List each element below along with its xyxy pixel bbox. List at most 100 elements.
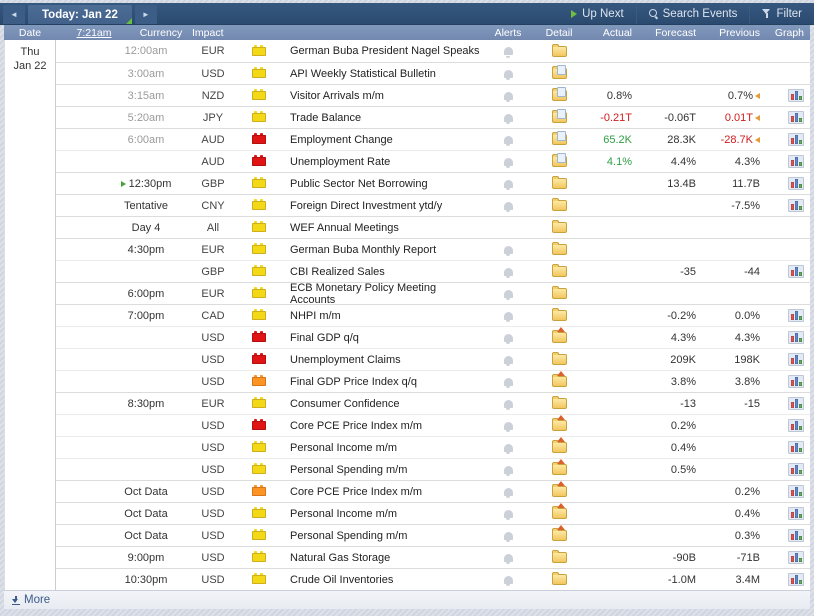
event-row[interactable]: Oct Data USD Personal Spending m/m 0.3% bbox=[56, 524, 810, 546]
event-row[interactable]: Day 4 All WEF Annual Meetings bbox=[56, 216, 810, 238]
folder-detail-icon[interactable] bbox=[551, 327, 567, 343]
event-row[interactable]: 4:30pm EUR German Buba Monthly Report bbox=[56, 238, 810, 260]
graph-icon[interactable] bbox=[788, 485, 804, 498]
graph-icon[interactable] bbox=[788, 199, 804, 212]
graph-icon[interactable] bbox=[788, 397, 804, 410]
event-row[interactable]: Oct Data USD Personal Income m/m 0.4% bbox=[56, 502, 810, 524]
bell-icon[interactable] bbox=[503, 487, 513, 498]
bell-icon[interactable] bbox=[503, 377, 513, 388]
folder-detail-icon[interactable] bbox=[551, 153, 567, 167]
folder-detail-icon[interactable] bbox=[551, 396, 567, 409]
bell-icon[interactable] bbox=[503, 113, 513, 124]
graph-icon[interactable] bbox=[788, 111, 804, 124]
bell-icon[interactable] bbox=[503, 157, 513, 168]
event-row[interactable]: 5:20am JPY Trade Balance -0.21T -0.06T 0… bbox=[56, 106, 810, 128]
event-row[interactable]: USD Unemployment Claims 209K 198K bbox=[56, 348, 810, 370]
event-row[interactable]: 3:15am NZD Visitor Arrivals m/m 0.8% 0.7… bbox=[56, 84, 810, 106]
folder-detail-icon[interactable] bbox=[551, 503, 567, 519]
folder-detail-icon[interactable] bbox=[551, 459, 567, 475]
event-row[interactable]: USD Final GDP Price Index q/q 3.8% 3.8% bbox=[56, 370, 810, 392]
graph-icon[interactable] bbox=[788, 419, 804, 432]
folder-detail-icon[interactable] bbox=[551, 87, 567, 101]
event-row[interactable]: Oct Data USD Core PCE Price Index m/m 0.… bbox=[56, 480, 810, 502]
bell-icon[interactable] bbox=[503, 179, 513, 190]
folder-detail-icon[interactable] bbox=[551, 481, 567, 497]
event-row[interactable]: 8:30pm EUR Consumer Confidence -13 -15 bbox=[56, 392, 810, 414]
bell-icon[interactable] bbox=[503, 421, 513, 432]
folder-detail-icon[interactable] bbox=[551, 65, 567, 79]
event-title[interactable]: Personal Income m/m bbox=[290, 441, 397, 454]
event-title[interactable]: API Weekly Statistical Bulletin bbox=[290, 67, 436, 80]
folder-detail-icon[interactable] bbox=[551, 371, 567, 387]
bell-icon[interactable] bbox=[503, 135, 513, 146]
event-title[interactable]: Final GDP q/q bbox=[290, 331, 359, 344]
graph-icon[interactable] bbox=[788, 529, 804, 542]
event-title[interactable]: WEF Annual Meetings bbox=[290, 221, 399, 234]
event-row[interactable]: 6:00pm EUR ECB Monetary Policy Meeting A… bbox=[56, 281, 810, 306]
event-title[interactable]: Foreign Direct Investment ytd/y bbox=[290, 199, 443, 212]
today-tab[interactable]: Today: Jan 22 bbox=[28, 5, 132, 24]
folder-detail-icon[interactable] bbox=[551, 176, 567, 189]
event-row[interactable]: AUD Unemployment Rate 4.1% 4.4% 4.3% bbox=[56, 150, 810, 172]
event-title[interactable]: ECB Monetary Policy Meeting Accounts bbox=[290, 281, 437, 306]
bell-icon[interactable] bbox=[503, 355, 513, 366]
graph-icon[interactable] bbox=[788, 507, 804, 520]
event-title[interactable]: Unemployment Rate bbox=[290, 155, 391, 168]
bell-icon[interactable] bbox=[503, 69, 513, 80]
folder-detail-icon[interactable] bbox=[551, 437, 567, 453]
search-events-button[interactable]: Search Events bbox=[635, 3, 750, 24]
event-row[interactable]: 10:30pm USD Crude Oil Inventories -1.0M … bbox=[56, 568, 810, 590]
graph-icon[interactable] bbox=[788, 353, 804, 366]
event-title[interactable]: Public Sector Net Borrowing bbox=[290, 177, 428, 190]
event-title[interactable]: German Buba President Nagel Speaks bbox=[290, 45, 480, 57]
graph-icon[interactable] bbox=[788, 551, 804, 564]
event-title[interactable]: Final GDP Price Index q/q bbox=[290, 375, 417, 388]
graph-icon[interactable] bbox=[788, 177, 804, 190]
bell-icon[interactable] bbox=[503, 201, 513, 212]
graph-icon[interactable] bbox=[788, 155, 804, 168]
event-title[interactable]: CBI Realized Sales bbox=[290, 265, 385, 278]
bell-icon[interactable] bbox=[503, 333, 513, 344]
graph-icon[interactable] bbox=[788, 463, 804, 476]
event-title[interactable]: Core PCE Price Index m/m bbox=[290, 419, 423, 432]
folder-detail-icon[interactable] bbox=[551, 550, 567, 563]
event-title[interactable]: Consumer Confidence bbox=[290, 397, 400, 410]
folder-detail-icon[interactable] bbox=[551, 308, 567, 321]
event-row[interactable]: USD Core PCE Price Index m/m 0.2% bbox=[56, 414, 810, 436]
bell-icon[interactable] bbox=[503, 443, 513, 454]
event-row[interactable]: USD Final GDP q/q 4.3% 4.3% bbox=[56, 326, 810, 348]
bell-icon[interactable] bbox=[503, 245, 513, 256]
event-title[interactable]: Crude Oil Inventories bbox=[290, 573, 394, 586]
event-title[interactable]: Visitor Arrivals m/m bbox=[290, 89, 384, 102]
folder-detail-icon[interactable] bbox=[551, 43, 567, 57]
bell-icon[interactable] bbox=[503, 465, 513, 476]
graph-icon[interactable] bbox=[788, 133, 804, 146]
bell-icon[interactable] bbox=[503, 531, 513, 542]
bell-icon[interactable] bbox=[503, 575, 513, 586]
bell-icon[interactable] bbox=[503, 509, 513, 520]
folder-detail-icon[interactable] bbox=[551, 198, 567, 211]
bell-icon[interactable] bbox=[503, 289, 513, 300]
bell-icon[interactable] bbox=[503, 311, 513, 322]
event-title[interactable]: Unemployment Claims bbox=[290, 353, 401, 366]
event-row[interactable]: Tentative CNY Foreign Direct Investment … bbox=[56, 194, 810, 216]
bell-icon[interactable] bbox=[503, 553, 513, 564]
event-row[interactable]: USD Personal Income m/m 0.4% bbox=[56, 436, 810, 458]
event-row[interactable]: 9:00pm USD Natural Gas Storage -90B -71B bbox=[56, 546, 810, 568]
folder-detail-icon[interactable] bbox=[551, 286, 567, 299]
next-day-button[interactable]: ► bbox=[134, 5, 157, 24]
folder-detail-icon[interactable] bbox=[551, 415, 567, 431]
event-row[interactable]: 12:30pm GBP Public Sector Net Borrowing … bbox=[56, 172, 810, 194]
event-title[interactable]: Trade Balance bbox=[290, 111, 362, 124]
bell-icon[interactable] bbox=[503, 267, 513, 278]
folder-detail-icon[interactable] bbox=[551, 220, 567, 233]
event-title[interactable]: Personal Spending m/m bbox=[290, 529, 408, 542]
folder-detail-icon[interactable] bbox=[551, 109, 567, 123]
folder-detail-icon[interactable] bbox=[551, 131, 567, 145]
graph-icon[interactable] bbox=[788, 331, 804, 344]
graph-icon[interactable] bbox=[788, 309, 804, 322]
event-row[interactable]: 7:00pm CAD NHPI m/m -0.2% 0.0% bbox=[56, 304, 810, 326]
folder-detail-icon[interactable] bbox=[551, 525, 567, 541]
event-row[interactable]: 6:00am AUD Employment Change 65.2K 28.3K… bbox=[56, 128, 810, 150]
current-time-header[interactable]: 7:21am bbox=[76, 26, 112, 39]
